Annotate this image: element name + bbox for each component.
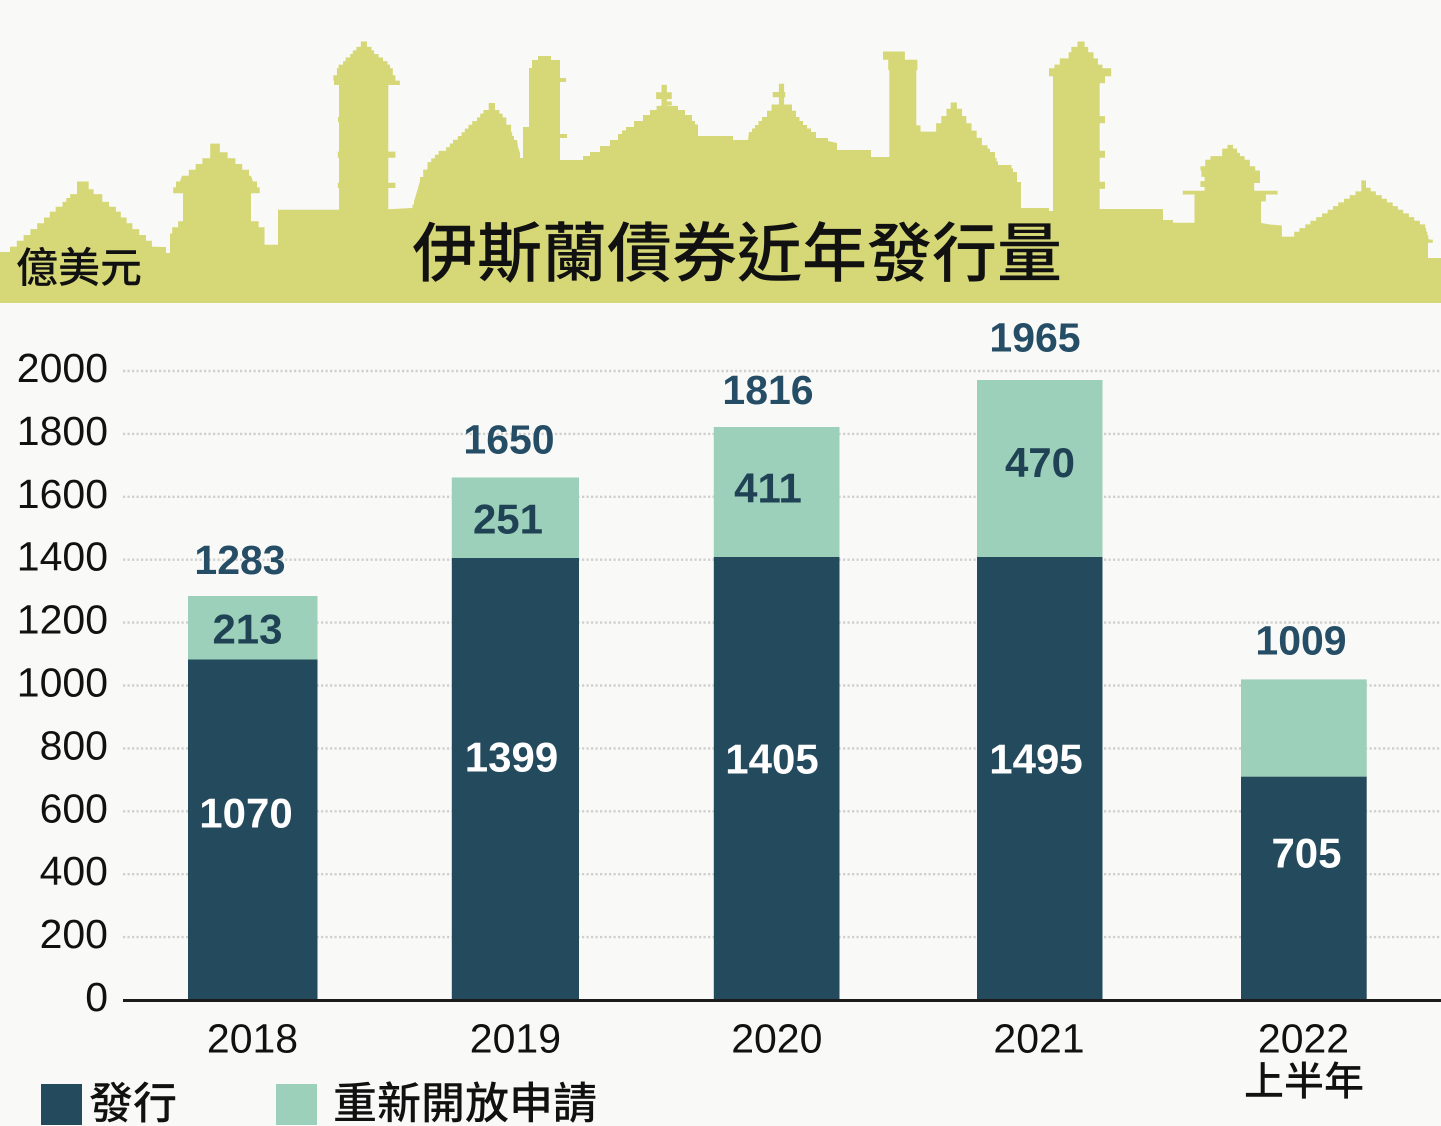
svg-text:1000: 1000 — [17, 660, 108, 706]
svg-text:1400: 1400 — [17, 534, 108, 580]
svg-text:1495: 1495 — [989, 735, 1082, 782]
svg-text:1800: 1800 — [17, 408, 108, 454]
svg-text:600: 600 — [40, 785, 108, 831]
svg-text:2018: 2018 — [207, 1016, 298, 1062]
svg-text:2022: 2022 — [1258, 1016, 1349, 1062]
svg-text:2019: 2019 — [470, 1016, 561, 1062]
svg-text:411: 411 — [734, 464, 802, 511]
svg-text:1600: 1600 — [17, 471, 108, 517]
svg-text:2020: 2020 — [731, 1016, 822, 1062]
svg-text:470: 470 — [1005, 439, 1075, 486]
svg-text:200: 200 — [40, 911, 108, 957]
svg-text:2021: 2021 — [993, 1016, 1084, 1062]
svg-text:0: 0 — [85, 974, 108, 1020]
svg-text:2000: 2000 — [17, 345, 108, 391]
svg-text:213: 213 — [212, 605, 282, 652]
svg-text:1965: 1965 — [989, 315, 1080, 361]
svg-text:400: 400 — [40, 848, 108, 894]
svg-text:705: 705 — [1271, 829, 1341, 876]
svg-text:1650: 1650 — [463, 417, 554, 463]
svg-text:1283: 1283 — [194, 537, 285, 583]
svg-text:1070: 1070 — [199, 789, 292, 836]
svg-text:1816: 1816 — [722, 367, 813, 413]
svg-text:251: 251 — [473, 495, 543, 542]
svg-text:1405: 1405 — [725, 735, 818, 782]
svg-text:1009: 1009 — [1255, 618, 1346, 664]
svg-text:1399: 1399 — [465, 733, 558, 780]
svg-text:800: 800 — [40, 722, 108, 768]
svg-text:1200: 1200 — [17, 597, 108, 643]
